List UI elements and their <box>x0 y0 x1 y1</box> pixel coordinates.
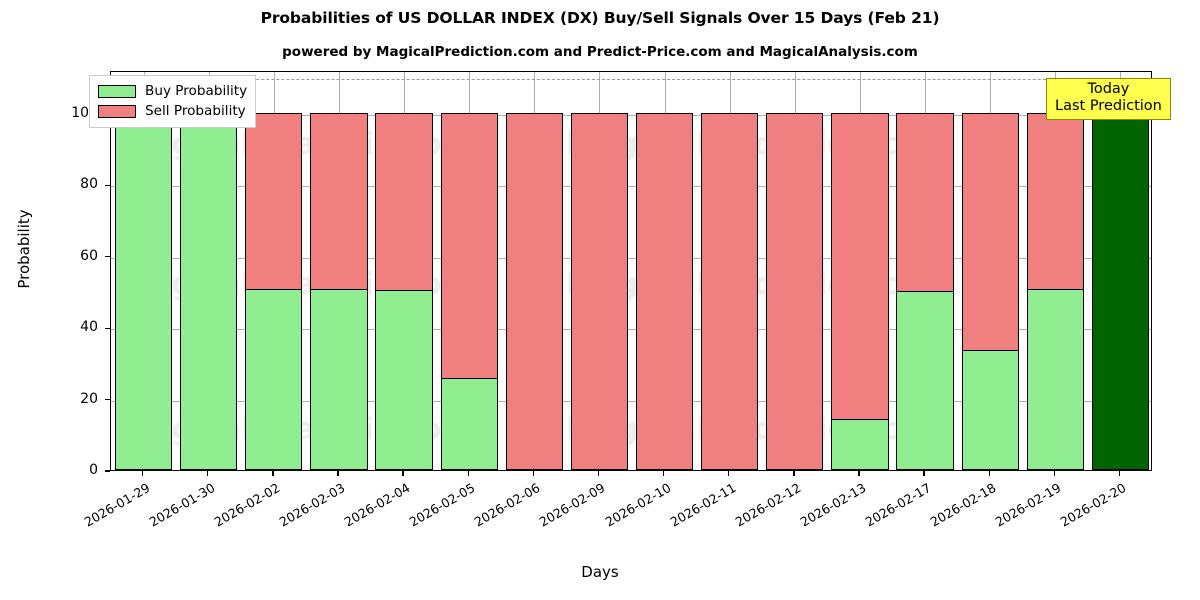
bar-2026-01-30[interactable] <box>180 112 238 470</box>
y-axis-title: Probability <box>15 209 33 289</box>
y-tick-mark <box>105 470 110 472</box>
bar-segment-sell <box>767 113 823 469</box>
x-tick-mark <box>1118 471 1121 476</box>
gridline-horizontal <box>111 186 1151 188</box>
x-tick-mark <box>402 471 404 476</box>
bar-segment-buy <box>376 290 432 469</box>
x-tick-mark <box>532 471 534 476</box>
y-tick-mark <box>105 327 110 329</box>
gridline-horizontal <box>111 114 1151 116</box>
bar-segment-buy <box>311 288 367 469</box>
legend-swatch-icon <box>98 84 136 98</box>
y-tick-label: 20 <box>80 390 98 407</box>
x-tick-mark <box>337 471 339 476</box>
page-title: Probabilities of US DOLLAR INDEX (DX) Bu… <box>260 9 940 27</box>
chart-subtitle: powered by MagicalPrediction.com and Pre… <box>282 44 918 60</box>
y-tick-mark <box>105 184 110 186</box>
bar-segment-sell <box>571 113 628 469</box>
legend-item-sell[interactable]: Sell Probability <box>98 101 247 121</box>
bar-segment-buy <box>246 288 302 469</box>
bar-2026-02-03[interactable] <box>310 112 368 470</box>
bar-2026-02-17[interactable] <box>896 112 954 470</box>
x-tick-mark <box>597 471 600 476</box>
bar-2026-02-13[interactable] <box>831 112 889 470</box>
y-tick-label: 0 <box>89 462 98 478</box>
x-tick-mark <box>207 471 209 476</box>
x-tick-mark <box>467 471 469 476</box>
x-tick-mark <box>923 471 925 476</box>
today-label-line1: Today <box>1087 81 1130 97</box>
x-tick-mark <box>793 471 795 476</box>
plot-area: MagicalAnalysis.comMagicalPrediction.com… <box>110 71 1152 471</box>
bar-segment-sell <box>702 113 758 469</box>
gridline-horizontal <box>111 329 1151 331</box>
bar-2026-02-06[interactable] <box>505 112 563 470</box>
legend-label: Sell Probability <box>145 103 246 119</box>
x-tick-mark <box>662 471 665 476</box>
bar-segment-buy <box>441 377 497 469</box>
reference-dashed-line <box>111 79 1151 81</box>
bar-2026-02-11[interactable] <box>701 112 759 470</box>
x-axis-title: Days <box>581 563 619 581</box>
y-tick-mark <box>105 256 110 258</box>
gridline-horizontal <box>111 400 1151 402</box>
legend-label: Buy Probability <box>145 83 248 99</box>
legend: Buy Probability Sell Probability <box>89 75 257 128</box>
bar-2026-02-10[interactable] <box>635 112 694 470</box>
x-tick-mark <box>728 471 730 476</box>
y-tick-label: 80 <box>80 176 98 193</box>
bar-segment-buy <box>897 291 953 469</box>
bar-series-layer <box>111 72 1151 470</box>
x-tick-mark <box>1053 471 1055 476</box>
x-tick-mark <box>988 471 990 476</box>
bar-2026-02-18[interactable] <box>961 112 1019 470</box>
bar-2026-02-02[interactable] <box>245 112 303 470</box>
bar-2026-01-29[interactable] <box>114 112 173 470</box>
y-tick-label: 40 <box>80 319 98 336</box>
today-annotation: Today Last Prediction <box>1046 78 1171 121</box>
y-tick-label: 60 <box>80 247 98 264</box>
bar-2026-02-04[interactable] <box>375 112 433 470</box>
bar-segment-buy <box>832 419 888 469</box>
bar-2026-02-05[interactable] <box>440 112 498 470</box>
bar-segment-buy <box>962 350 1018 469</box>
legend-swatch-icon <box>98 104 136 118</box>
x-tick-mark <box>858 471 860 476</box>
y-tick-mark <box>105 398 110 401</box>
bar-2026-02-12[interactable] <box>766 112 824 470</box>
today-label-line2: Last Prediction <box>1055 98 1162 115</box>
x-tick-mark <box>272 471 274 476</box>
bar-2026-02-09[interactable] <box>570 112 629 470</box>
x-tick-mark <box>141 471 144 476</box>
bar-segment-sell <box>832 113 888 469</box>
bar-segment-buy <box>1027 289 1083 469</box>
bar-segment-buy <box>181 113 237 469</box>
bar-2026-02-20[interactable] <box>1091 112 1150 470</box>
bar-segment-buy <box>115 113 172 469</box>
bar-segment-sell <box>636 113 693 469</box>
bar-2026-02-19[interactable] <box>1026 112 1084 470</box>
gridline-horizontal <box>111 257 1151 259</box>
bar-segment-sell <box>506 113 562 469</box>
legend-item-buy[interactable]: Buy Probability <box>98 81 247 101</box>
